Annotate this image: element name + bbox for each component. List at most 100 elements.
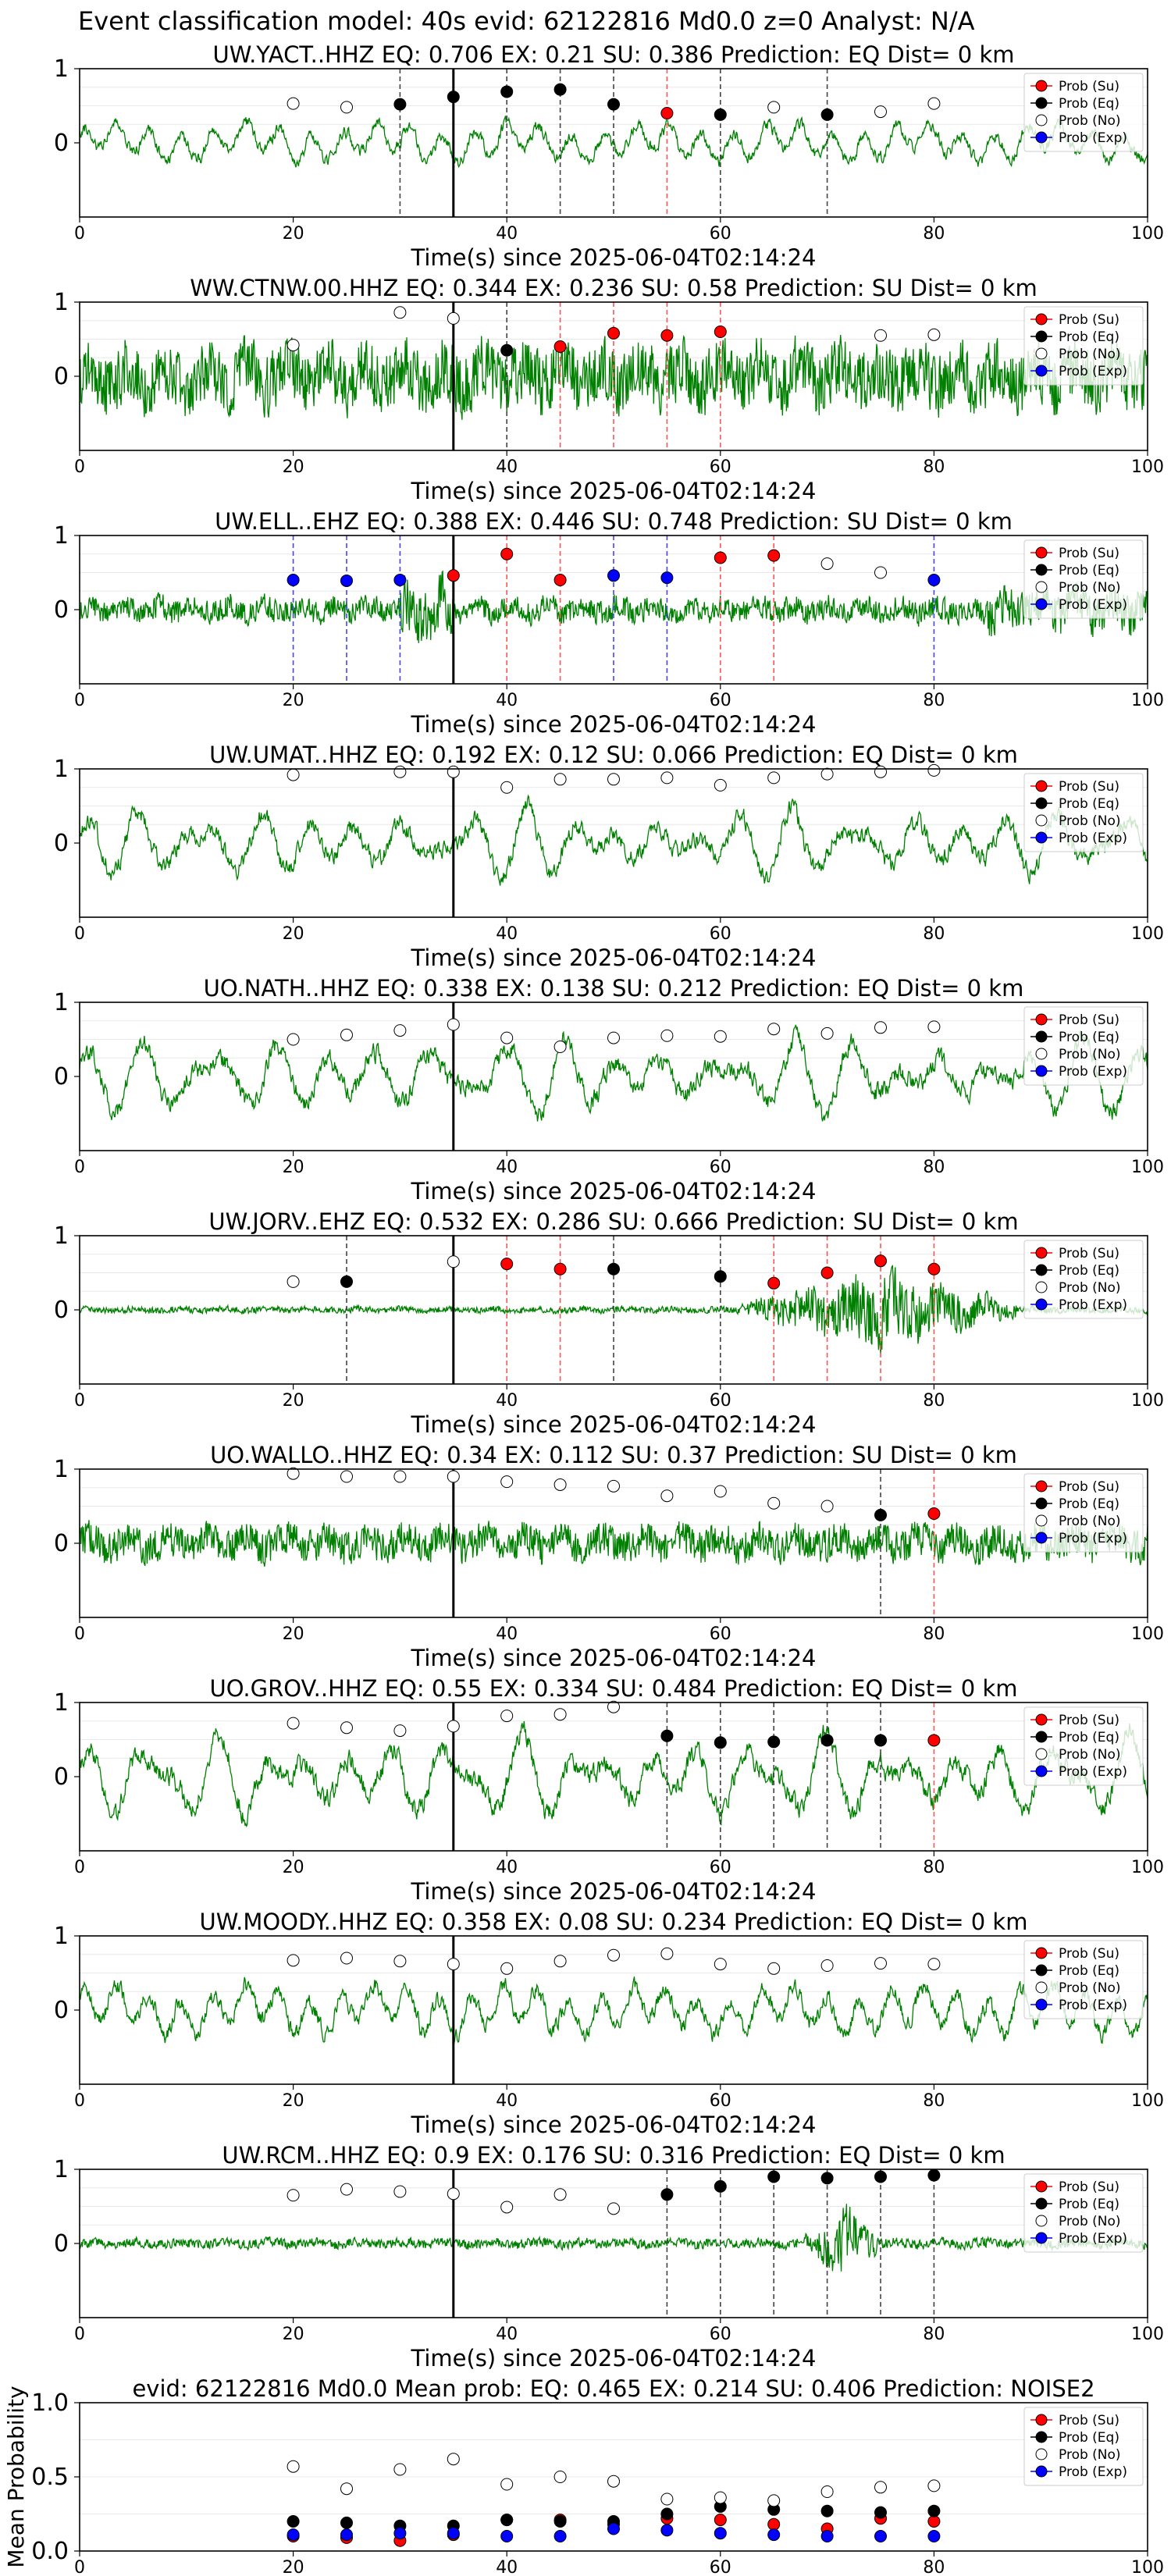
x-tick-label: 80 bbox=[923, 1391, 945, 1411]
legend-marker-su bbox=[1035, 1247, 1048, 1259]
prob-point-no bbox=[927, 328, 941, 341]
mean-point-exp bbox=[447, 2527, 460, 2540]
prob-point-no bbox=[714, 1958, 727, 1971]
legend-marker-su bbox=[1035, 80, 1048, 92]
legend-label-no: Prob (No) bbox=[1059, 347, 1121, 362]
x-tick-label: 20 bbox=[283, 1858, 304, 1877]
legend-label-su: Prob (Su) bbox=[1059, 1946, 1119, 1962]
prob-point-no bbox=[607, 1031, 620, 1044]
prob-point-no bbox=[820, 1959, 834, 1972]
waveform-trace bbox=[79, 570, 1148, 643]
x-tick-label: 0 bbox=[74, 1858, 85, 1877]
prob-point-su bbox=[500, 547, 514, 560]
legend-marker-exp bbox=[1035, 598, 1048, 610]
legend-marker-no bbox=[1035, 2448, 1048, 2460]
mean-point-exp bbox=[553, 2530, 567, 2542]
legend-marker-eq bbox=[1035, 97, 1048, 109]
legend-marker-su bbox=[1035, 313, 1048, 326]
panel-title: UW.UMAT..HHZ EQ: 0.192 EX: 0.12 SU: 0.06… bbox=[209, 742, 1018, 768]
panel-title: UW.MOODY..HHZ EQ: 0.358 EX: 0.08 SU: 0.2… bbox=[200, 1909, 1028, 1935]
mean-point-eq bbox=[660, 2507, 674, 2521]
legend-marker-eq bbox=[1035, 1030, 1048, 1043]
legend-label-no: Prob (No) bbox=[1059, 1047, 1121, 1062]
legend-box bbox=[1023, 1006, 1144, 1086]
x-tick-label: 20 bbox=[283, 224, 304, 244]
prob-point-no bbox=[607, 1700, 620, 1713]
legend-box bbox=[1023, 73, 1144, 152]
station-panel: 1 0 UW.RCM..HHZ EQ: 0.9 EX: 0.176 SU: 0.31… bbox=[54, 2142, 1164, 2371]
station-panel: 1 0 UW.MOODY..HHZ EQ: 0.358 EX: 0.08 SU: 0… bbox=[54, 1909, 1164, 2138]
legend-label-eq: Prob (Eq) bbox=[1059, 2197, 1119, 2212]
prob-point-no bbox=[500, 1475, 514, 1489]
legend-marker-no bbox=[1035, 1048, 1048, 1060]
mean-point-no bbox=[820, 2485, 834, 2498]
prob-point-su bbox=[553, 1262, 567, 1276]
legend-label-exp: Prob (Exp) bbox=[1059, 2464, 1127, 2480]
legend-marker-no bbox=[1035, 1981, 1048, 1994]
x-tick-label: 20 bbox=[283, 1624, 304, 1644]
prob-point-no bbox=[447, 2187, 460, 2201]
station-panel: 1 0 WW.CTNW.00.HHZ EQ: 0.344 EX: 0.236 SU:… bbox=[54, 275, 1164, 504]
station-panel: 1 0 UO.NATH..HHZ EQ: 0.338 EX: 0.138 SU: 0… bbox=[54, 975, 1164, 1204]
mean-point-no bbox=[500, 2478, 514, 2491]
prob-point-no bbox=[607, 1948, 620, 1962]
legend-marker-exp bbox=[1035, 831, 1048, 844]
legend-marker-exp bbox=[1035, 1532, 1048, 1544]
mean-point-su bbox=[714, 2514, 727, 2527]
mean-point-exp bbox=[287, 2528, 300, 2542]
x-tick-label: 100 bbox=[1131, 1158, 1164, 1177]
prob-point-eq bbox=[874, 1508, 887, 1521]
x-tick-label: 80 bbox=[923, 2091, 945, 2111]
prob-point-su bbox=[820, 1266, 834, 1279]
x-tick-label: 0 bbox=[74, 224, 85, 244]
legend-label-su: Prob (Su) bbox=[1059, 1012, 1119, 1028]
prob-point-no bbox=[927, 763, 941, 777]
panel-title: evid: 62122816 Md0.0 Mean prob: EQ: 0.46… bbox=[132, 2375, 1094, 2402]
x-axis-label: Time(s) since 2025-06-04T02:14:24 bbox=[411, 2112, 817, 2138]
legend-label-exp: Prob (Exp) bbox=[1059, 364, 1127, 379]
mean-point-su bbox=[767, 2517, 781, 2531]
x-tick-label: 0 bbox=[74, 457, 85, 477]
legend-box bbox=[1023, 773, 1144, 852]
x-axis-label: Time(s) since 2025-06-04T02:14:24 bbox=[411, 244, 817, 271]
x-tick-label: 100 bbox=[1131, 1391, 1164, 1411]
mean-point-exp bbox=[874, 2530, 887, 2542]
legend-marker-su bbox=[1035, 1713, 1048, 1726]
y-tick-label: 1 bbox=[54, 2156, 69, 2183]
prob-point-su bbox=[927, 1507, 941, 1520]
mean-point-exp bbox=[340, 2528, 353, 2542]
panel-title: UO.GROV..HHZ EQ: 0.55 EX: 0.334 SU: 0.48… bbox=[210, 1675, 1018, 1702]
prob-point-no bbox=[767, 1023, 781, 1036]
prob-point-su bbox=[927, 1262, 941, 1276]
axes-frame bbox=[79, 1935, 1148, 2085]
mean-point-eq bbox=[874, 2506, 887, 2519]
prob-point-su bbox=[767, 1276, 781, 1290]
prob-point-no bbox=[660, 1489, 674, 1503]
prob-point-no bbox=[553, 2188, 567, 2201]
mean-point-eq bbox=[820, 2504, 834, 2517]
prob-point-no bbox=[714, 778, 727, 792]
axes-frame bbox=[79, 1468, 1148, 1618]
prob-point-no bbox=[287, 1467, 300, 1480]
x-tick-label: 40 bbox=[496, 2091, 518, 2111]
x-tick-label: 20 bbox=[283, 924, 304, 944]
x-tick-label: 60 bbox=[710, 1391, 731, 1411]
x-tick-label: 100 bbox=[1131, 2091, 1164, 2111]
legend-marker-no bbox=[1035, 114, 1048, 126]
prob-point-eq bbox=[927, 2169, 941, 2182]
legend-label-su: Prob (Su) bbox=[1059, 1479, 1119, 1495]
legend-label-eq: Prob (Eq) bbox=[1059, 1963, 1119, 1979]
prob-point-no bbox=[340, 2183, 353, 2196]
legend-label-eq: Prob (Eq) bbox=[1059, 329, 1119, 345]
x-axis-label: Time(s) since 2025-06-04T02:14:24 bbox=[411, 1645, 817, 1671]
legend-label-no: Prob (No) bbox=[1059, 2214, 1121, 2229]
prob-point-no bbox=[607, 773, 620, 786]
x-axis-label: Time(s) since 2025-06-04T02:14:24 bbox=[411, 2345, 817, 2371]
x-tick-label: 0 bbox=[74, 2558, 85, 2576]
legend-marker-su bbox=[1035, 1013, 1048, 1026]
prob-point-no bbox=[393, 1724, 407, 1738]
legend-label-exp: Prob (Exp) bbox=[1059, 1998, 1127, 2013]
y-tick-label: 0 bbox=[54, 1997, 69, 2024]
axes-frame bbox=[79, 301, 1148, 451]
